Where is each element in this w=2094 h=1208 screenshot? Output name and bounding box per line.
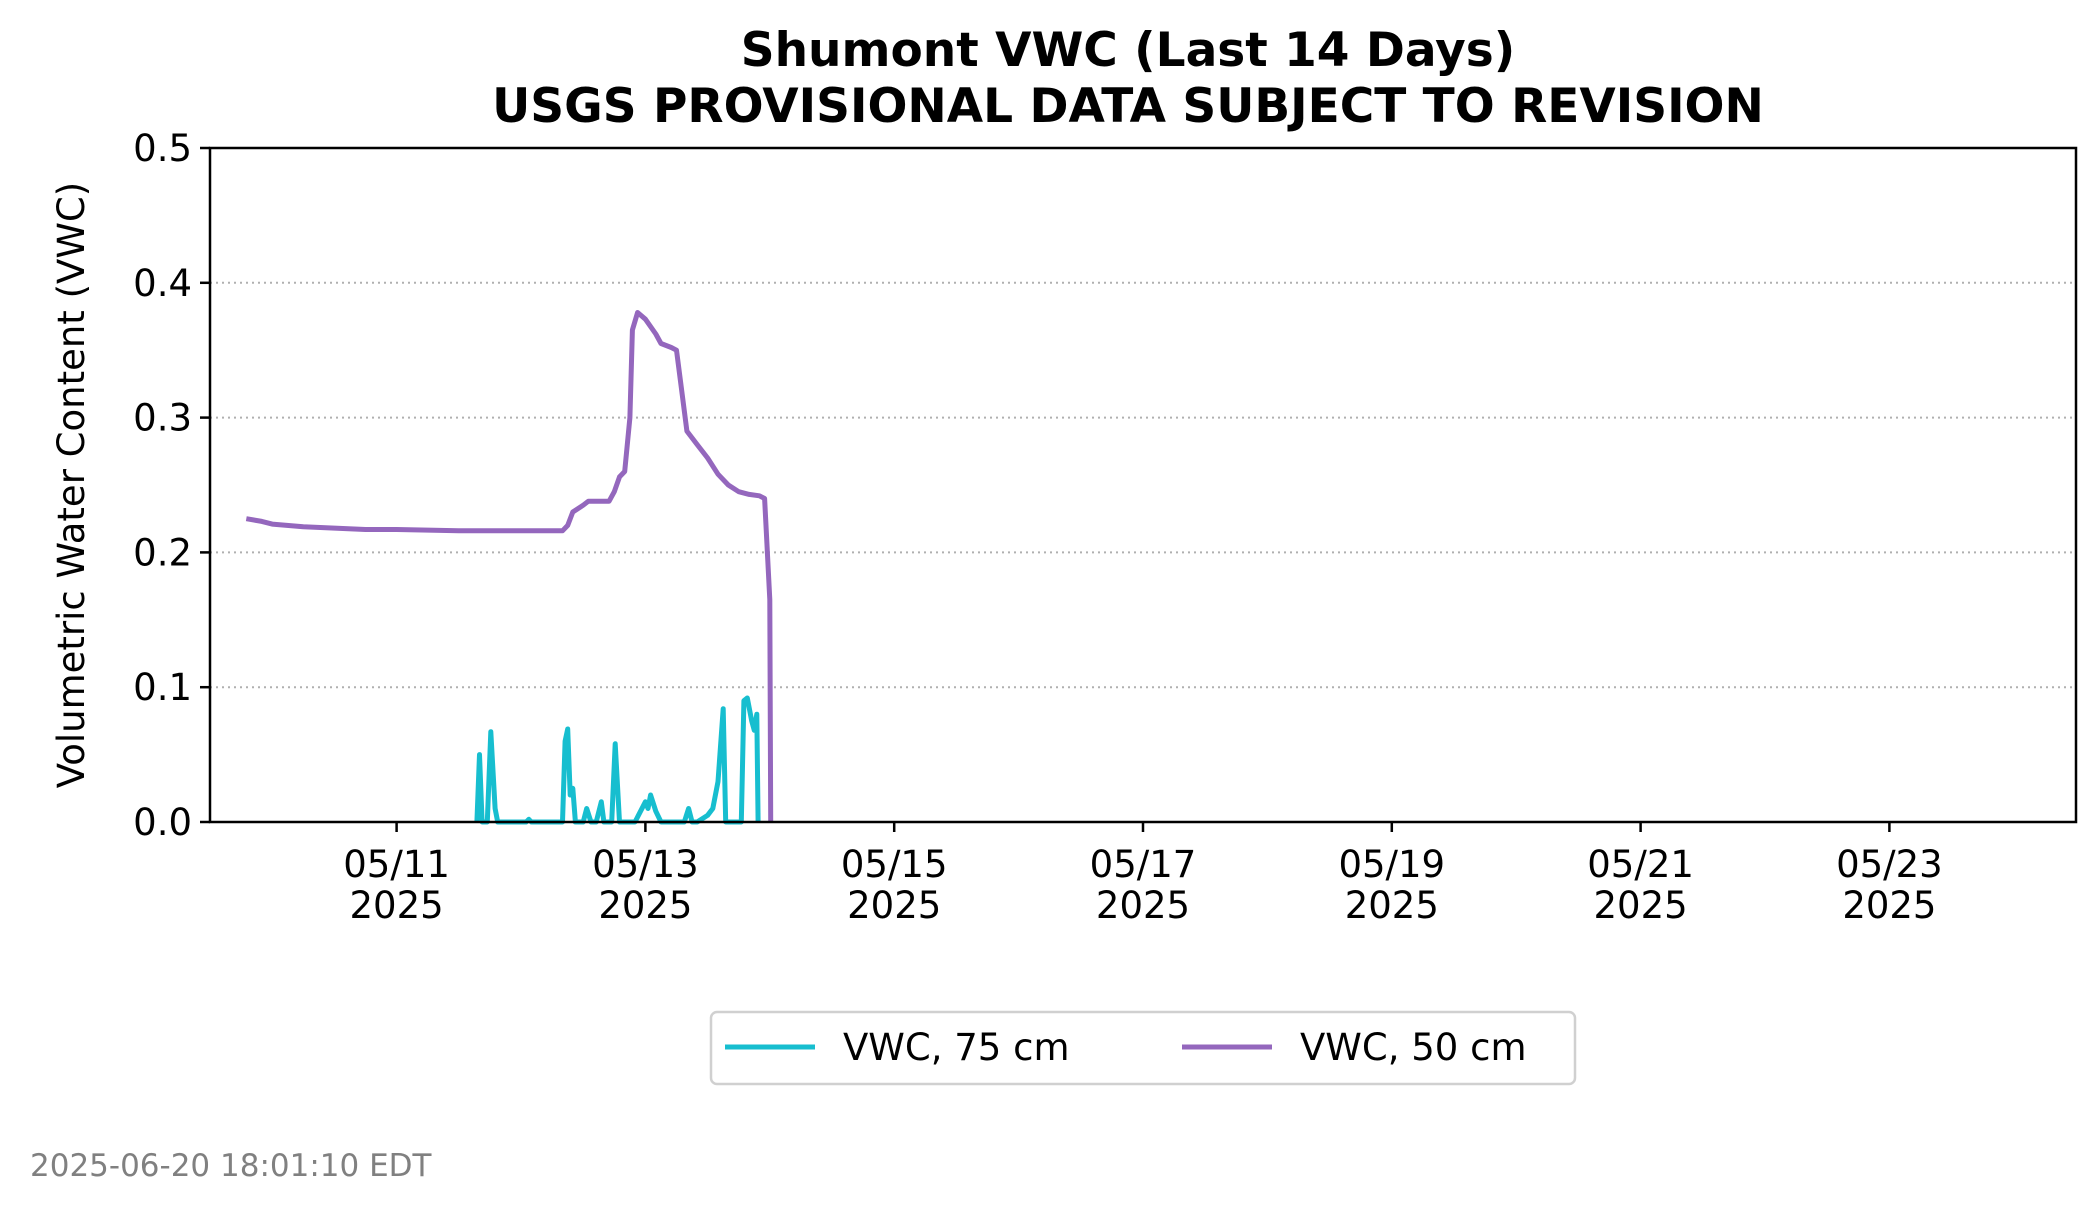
y-tick-label: 0.1: [133, 666, 192, 709]
chart-title: Shumont VWC (Last 14 Days): [741, 23, 1516, 78]
x-tick-year: 2025: [598, 884, 692, 927]
x-tick-year: 2025: [1096, 884, 1190, 927]
legend: VWC, 75 cm VWC, 50 cm: [709, 1010, 1577, 1086]
x-tick-label: 05/15: [841, 843, 948, 886]
grid-lines: [210, 281, 2076, 689]
x-tick-year: 2025: [1842, 884, 1936, 927]
x-tick-year: 2025: [1594, 884, 1688, 927]
x-tick-label: 05/13: [592, 843, 699, 886]
y-axis-label: Volumetric Water Content (VWC): [50, 182, 93, 788]
y-axis-ticks: 0.0 0.1 0.2 0.3 0.4 0.5: [133, 127, 210, 844]
y-tick-label: 0.4: [133, 262, 192, 305]
series-layer: [245, 310, 774, 825]
y-tick-label: 0.2: [133, 531, 192, 574]
series-line-vwc-75cm: [474, 695, 761, 825]
chart-subtitle: USGS PROVISIONAL DATA SUBJECT TO REVISIO…: [492, 79, 1764, 134]
x-tick-year: 2025: [1345, 884, 1439, 927]
y-tick-label: 0.3: [133, 397, 192, 440]
legend-label-vwc-75cm: VWC, 75 cm: [843, 1026, 1069, 1069]
legend-label-vwc-50cm: VWC, 50 cm: [1300, 1026, 1526, 1069]
x-tick-year: 2025: [350, 884, 444, 927]
x-tick-label: 05/11: [343, 843, 450, 886]
x-tick-label: 05/21: [1587, 843, 1694, 886]
y-tick-label: 0.0: [133, 801, 192, 844]
generated-timestamp: 2025-06-20 18:01:10 EDT: [30, 1148, 433, 1184]
legend-frame: [709, 1010, 1577, 1086]
series-line-vwc-50cm: [245, 310, 774, 823]
x-axis-ticks: 05/11202505/13202505/15202505/17202505/1…: [343, 822, 1943, 927]
x-tick-label: 05/19: [1338, 843, 1445, 886]
plot-frame: [208, 146, 2078, 824]
x-tick-label: 05/23: [1836, 843, 1943, 886]
x-tick-label: 05/17: [1090, 843, 1197, 886]
y-tick-label: 0.5: [133, 127, 192, 170]
x-tick-year: 2025: [847, 884, 941, 927]
